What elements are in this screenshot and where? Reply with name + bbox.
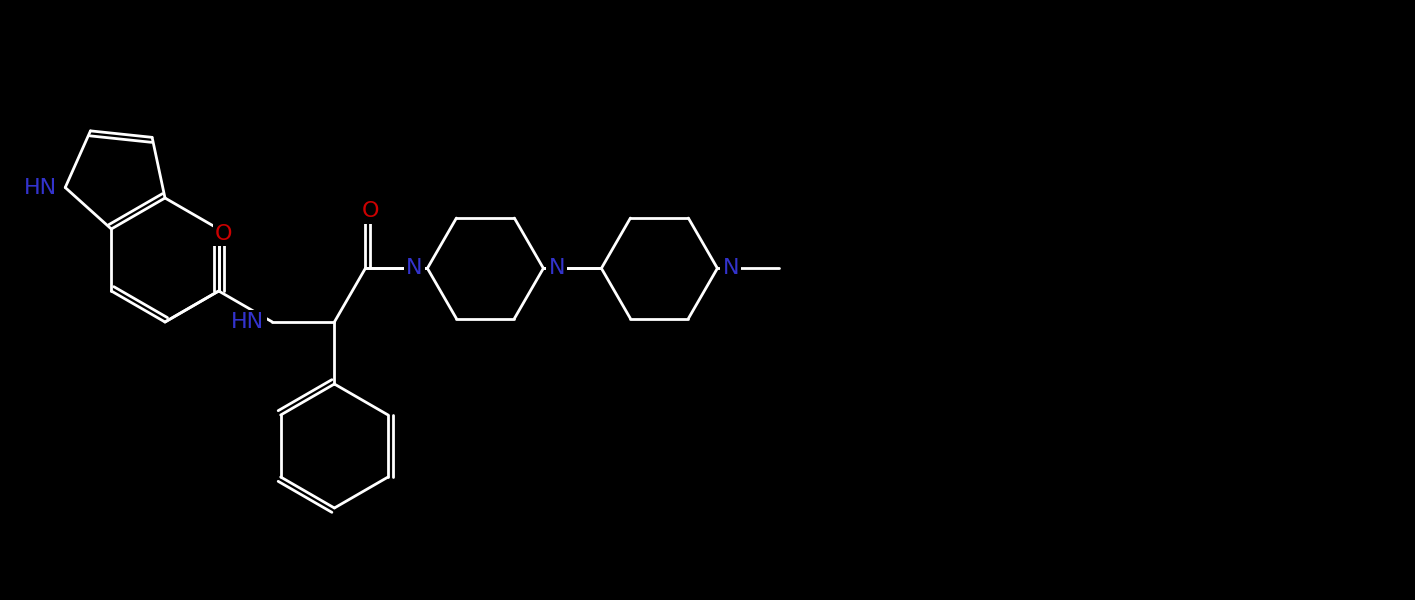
Text: O: O [362,202,379,221]
Text: N: N [723,259,739,278]
Text: O: O [215,224,232,244]
Text: N: N [549,259,565,278]
Text: HN: HN [231,312,265,332]
Text: HN: HN [24,178,57,197]
Text: N: N [406,259,423,278]
